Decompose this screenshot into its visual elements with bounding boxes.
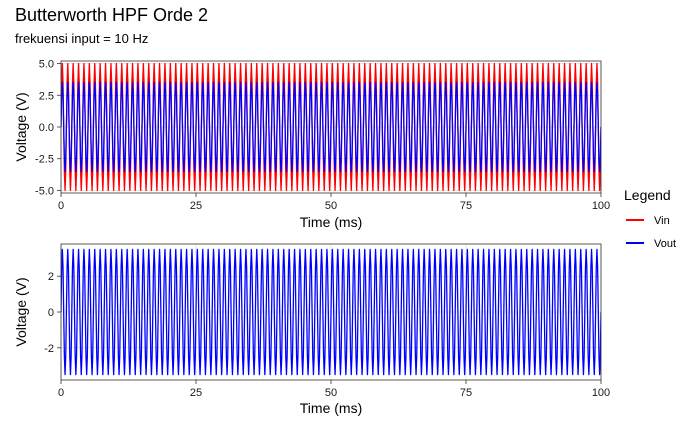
x-tick-label: 25 xyxy=(190,200,202,212)
legend-title: Legend xyxy=(624,187,671,203)
y-tick-label: 0.0 xyxy=(39,122,54,134)
x-tick-label: 25 xyxy=(190,387,202,399)
y-tick-label: 5.0 xyxy=(39,59,54,71)
x-tick-label: 100 xyxy=(592,200,610,212)
series-group xyxy=(61,248,601,376)
y-axis-title: Voltage (V) xyxy=(13,92,29,161)
y-tick-label: -2.5 xyxy=(35,154,54,166)
y-axis-title: Voltage (V) xyxy=(13,277,29,346)
x-tick-label: 75 xyxy=(460,200,472,212)
x-tick-label: 75 xyxy=(460,387,472,399)
x-tick-label: 50 xyxy=(325,200,337,212)
x-axis-title: Time (ms) xyxy=(300,400,362,416)
x-tick-label: 50 xyxy=(325,387,337,399)
x-axis-title: Time (ms) xyxy=(300,214,362,230)
chart-title: Butterworth HPF Orde 2 xyxy=(15,5,208,25)
x-tick-label: 0 xyxy=(58,200,64,212)
bottom-panel: 0 25 50 75 100 -2 0 2 Time (ms) Voltage (V) xyxy=(13,243,610,416)
legend-vout-label: Vout xyxy=(654,238,676,250)
x-tick-label: 0 xyxy=(58,387,64,399)
y-tick-label: -5.0 xyxy=(35,185,54,197)
y-tick-label: -2 xyxy=(44,343,54,355)
chart-subtitle: frekuensi input = 10 Hz xyxy=(15,31,148,46)
y-tick-label: 2 xyxy=(48,271,54,283)
series-line-vout xyxy=(61,81,601,173)
series-group xyxy=(61,62,601,192)
top-panel: 0 25 50 75 100 -5.0 -2.5 0.0 2.5 5.0 Time (ms) Volt… xyxy=(13,59,610,230)
legend: Legend Vin Vout xyxy=(624,187,676,250)
y-tick-label: 0 xyxy=(48,307,54,319)
y-tick-label: 2.5 xyxy=(39,90,54,102)
legend-vin-label: Vin xyxy=(654,215,670,227)
x-tick-label: 100 xyxy=(592,387,610,399)
series-line-vout xyxy=(61,248,601,376)
